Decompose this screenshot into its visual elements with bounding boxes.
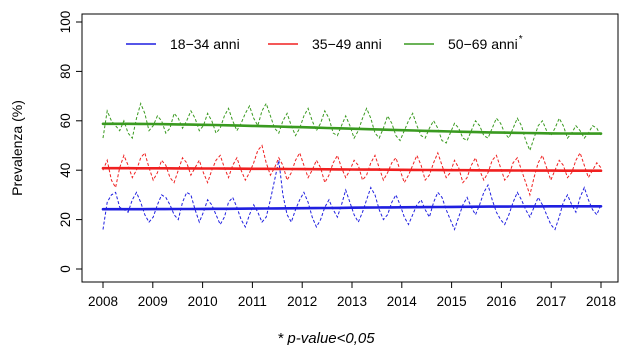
y-axis-title: Prevalenza (%) [9, 100, 25, 196]
y-tick-label: 0 [58, 265, 73, 273]
x-tick-label: 2015 [437, 294, 467, 309]
series-trend-lines [101, 122, 603, 211]
legend-label-2: 50−69 anni [448, 36, 518, 52]
x-tick-label: 2011 [238, 294, 267, 309]
x-tick-label: 2016 [486, 294, 516, 309]
x-tick-label: 2008 [88, 294, 118, 309]
legend-label-1: 35−49 anni [312, 36, 382, 52]
x-tick-label: 2014 [387, 294, 418, 309]
x-tick-label: 2010 [188, 294, 218, 309]
series-1-trend-line [101, 166, 603, 172]
y-tick-label: 20 [58, 212, 73, 227]
series-1-monthly-line [102, 144, 602, 197]
series-0-monthly-line [102, 160, 602, 231]
x-tick-label: 2013 [337, 294, 367, 309]
y-axis: 0 20 40 60 80 100 [58, 11, 82, 273]
series-2-trend-line [101, 122, 603, 135]
y-tick-label: 60 [58, 113, 73, 128]
series-0-trend-line [101, 205, 603, 211]
y-tick-label: 80 [58, 64, 73, 79]
x-tick-label: 2018 [586, 294, 616, 309]
x-axis: 2008 2009 2010 2011 2012 2013 2014 2015 2016 2017… [88, 282, 616, 309]
y-tick-label: 40 [58, 163, 73, 178]
x-tick-label: 2009 [138, 294, 168, 309]
series-dashed-lines [102, 101, 602, 231]
series-2-monthly-line [102, 101, 602, 152]
legend-label-0: 18−34 anni [170, 36, 240, 52]
x-tick-label: 2012 [287, 294, 317, 309]
legend: 18−34 anni 35−49 anni 50−69 anni * [126, 34, 523, 52]
legend-marker-2: * [519, 34, 523, 45]
footnote: * p-value<0,05 [277, 330, 375, 345]
plot-frame [81, 13, 619, 283]
y-tick-label: 100 [58, 11, 73, 34]
x-tick-label: 2017 [536, 294, 566, 309]
